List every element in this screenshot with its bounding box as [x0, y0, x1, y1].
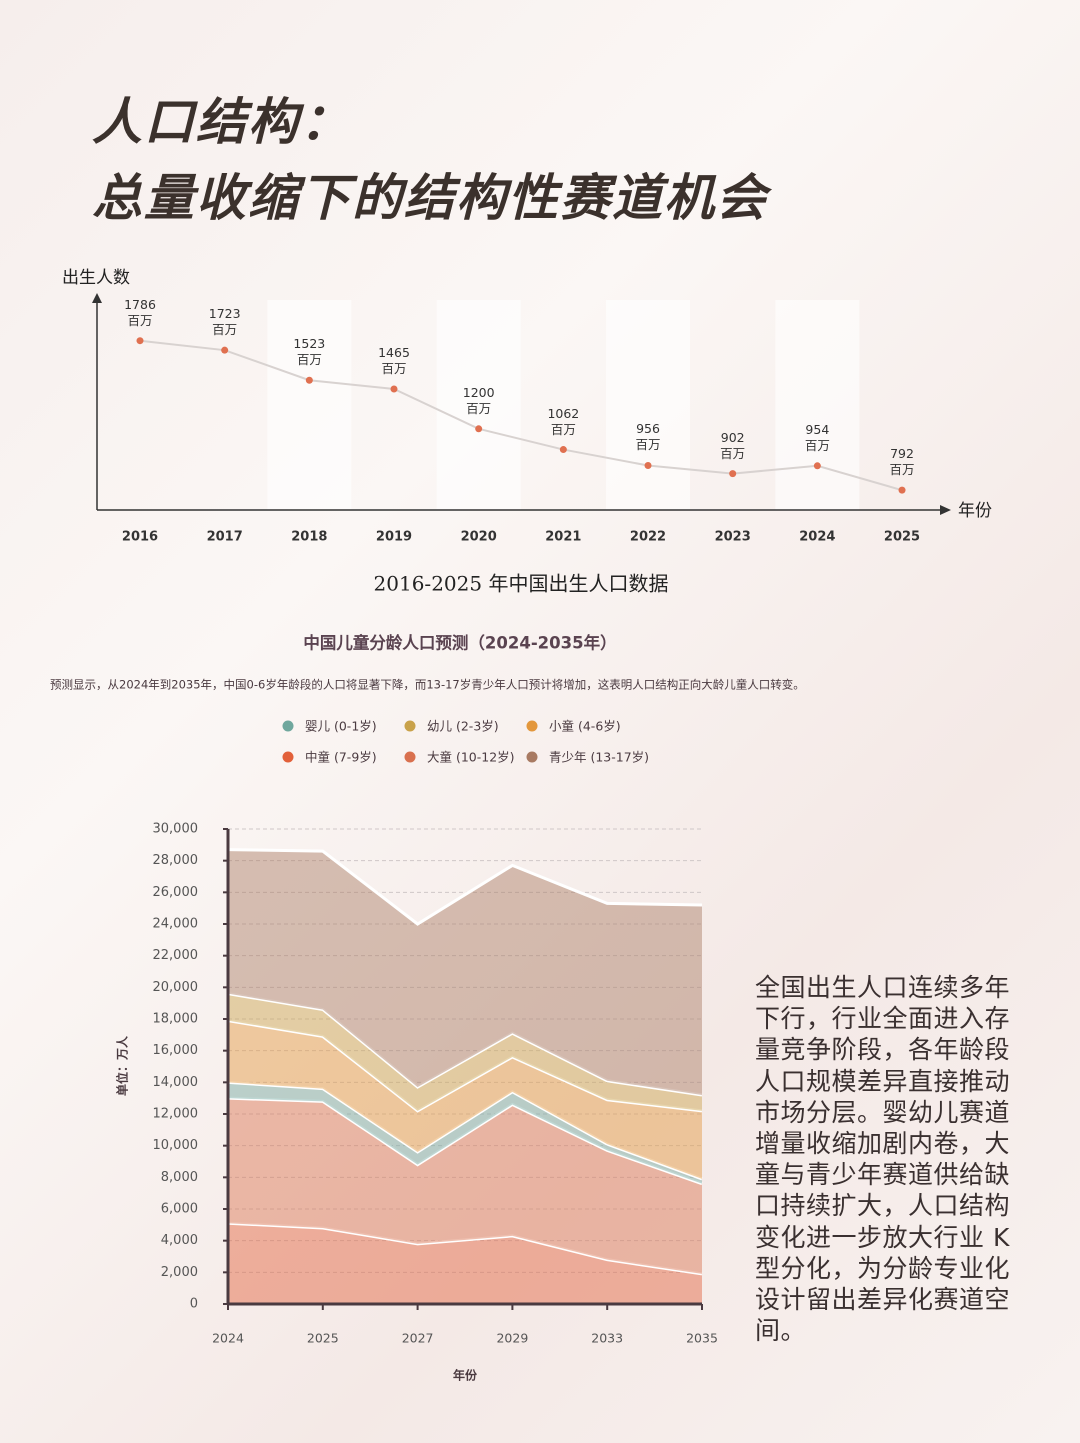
area-edge — [227, 1221, 703, 1276]
legend-label: 青少年 (13-17岁) — [549, 750, 649, 765]
value-label: 902 百万 — [720, 429, 746, 461]
x-tick-label: 2016 — [122, 530, 158, 545]
area — [228, 849, 702, 1095]
x-tick-label: 2025 — [307, 1331, 339, 1346]
x-tick-label: 2023 — [715, 530, 751, 545]
area-edge — [227, 1080, 703, 1181]
column-band — [775, 300, 860, 510]
y-tick-label: 30,000 — [153, 822, 199, 837]
x-tick-label: 2019 — [376, 530, 412, 545]
value-label: 954 百万 — [804, 421, 830, 453]
legend-label: 幼儿 (2-3岁) — [427, 719, 499, 734]
area — [228, 1082, 702, 1184]
area-edge — [227, 992, 703, 1097]
y-tick-label: 20,000 — [153, 980, 199, 995]
title-line: 总量收缩下的结构性赛道机会 — [92, 169, 768, 227]
y-tick-label: 18,000 — [153, 1012, 199, 1027]
point — [898, 486, 906, 494]
point — [136, 337, 144, 345]
point — [475, 425, 483, 433]
y-axis-title: 单位：万人 — [115, 1035, 130, 1096]
legend-label: 婴儿 (0-1岁) — [305, 719, 377, 734]
x-tick-label: 2027 — [402, 1331, 434, 1346]
y-tick-label: 10,000 — [153, 1138, 199, 1153]
column-band — [267, 300, 352, 510]
value-label: 1786 百万 — [124, 296, 156, 328]
legend-marker — [282, 720, 294, 732]
column-band — [436, 300, 521, 510]
chart-subtitle: 预测显示，从2024年到2035年，中国0-6岁年龄段的人口将显著下降，而13-… — [50, 678, 805, 692]
x-tick-label: 2017 — [207, 530, 243, 545]
area — [228, 1098, 702, 1274]
value-label: 1523 百万 — [293, 336, 326, 368]
y-tick-label: 22,000 — [153, 948, 199, 963]
value-label: 956 百万 — [635, 421, 661, 453]
legend-marker — [404, 751, 416, 763]
x-axis-title: 年份 — [958, 501, 992, 521]
value-label: 1465 百万 — [378, 344, 410, 376]
y-tick-label: 12,000 — [153, 1107, 199, 1122]
x-tick-label: 2025 — [884, 530, 920, 545]
column-band — [606, 300, 691, 510]
area — [228, 993, 702, 1111]
y-axis-arrow — [92, 293, 102, 303]
legend-label: 大童 (10-12岁) — [427, 750, 515, 765]
chart-title: 中国儿童分龄人口预测（2024-2035年） — [303, 633, 616, 653]
point — [221, 346, 229, 354]
y-tick-label: 0 — [190, 1297, 198, 1312]
point — [559, 446, 567, 454]
area — [228, 1223, 702, 1304]
y-tick-label: 16,000 — [153, 1043, 199, 1058]
x-tick-label: 2018 — [291, 530, 327, 545]
y-tick-label: 26,000 — [153, 885, 199, 900]
legend-marker — [526, 751, 538, 763]
body-text: 全国出生人口连续多年下行，行业全面进入存量竞争阶段，各年龄段人口规模差异直接推动… — [755, 973, 1011, 1346]
legend-marker — [526, 720, 538, 732]
y-axis-title: 出生人数 — [62, 268, 130, 288]
y-tick-label: 24,000 — [153, 917, 199, 932]
legend-label: 小童 (4-6岁) — [549, 719, 621, 734]
x-tick-label: 2024 — [799, 530, 835, 545]
x-axis-title: 年份 — [453, 1368, 478, 1383]
point — [813, 462, 821, 470]
value-label: 1062 百万 — [547, 405, 580, 437]
y-tick-label: 6,000 — [161, 1202, 198, 1217]
point — [644, 461, 652, 469]
area-edge — [227, 1096, 703, 1186]
legend-marker — [404, 720, 416, 732]
x-tick-label: 2021 — [545, 530, 581, 545]
x-tick-label: 2035 — [686, 1331, 718, 1346]
x-tick-label: 2033 — [591, 1331, 623, 1346]
area-edge — [227, 1019, 703, 1113]
legend-marker — [282, 751, 294, 763]
value-label: 1723 百万 — [208, 306, 241, 338]
y-tick-label: 8,000 — [161, 1170, 198, 1185]
y-tick-label: 28,000 — [153, 853, 199, 868]
point — [729, 470, 737, 478]
legend-label: 中童 (7-9岁) — [305, 750, 377, 765]
line — [139, 339, 903, 492]
chart-title: 2016-2025 年中国出生人口数据 — [374, 572, 669, 596]
value-label: 1200 百万 — [462, 384, 495, 416]
point — [390, 385, 398, 393]
value-label: 792 百万 — [889, 446, 915, 478]
area-edge — [227, 848, 703, 926]
area — [228, 1020, 702, 1179]
x-tick-label: 2024 — [212, 1331, 244, 1346]
y-tick-label: 14,000 — [153, 1075, 199, 1090]
y-tick-label: 4,000 — [161, 1233, 198, 1248]
x-axis-arrow — [940, 505, 951, 515]
title-line: 人口结构： — [92, 93, 352, 151]
x-tick-label: 2020 — [461, 530, 497, 545]
y-tick-label: 2,000 — [161, 1265, 198, 1280]
x-tick-label: 2029 — [496, 1331, 528, 1346]
point — [305, 376, 313, 384]
x-tick-label: 2022 — [630, 530, 666, 545]
